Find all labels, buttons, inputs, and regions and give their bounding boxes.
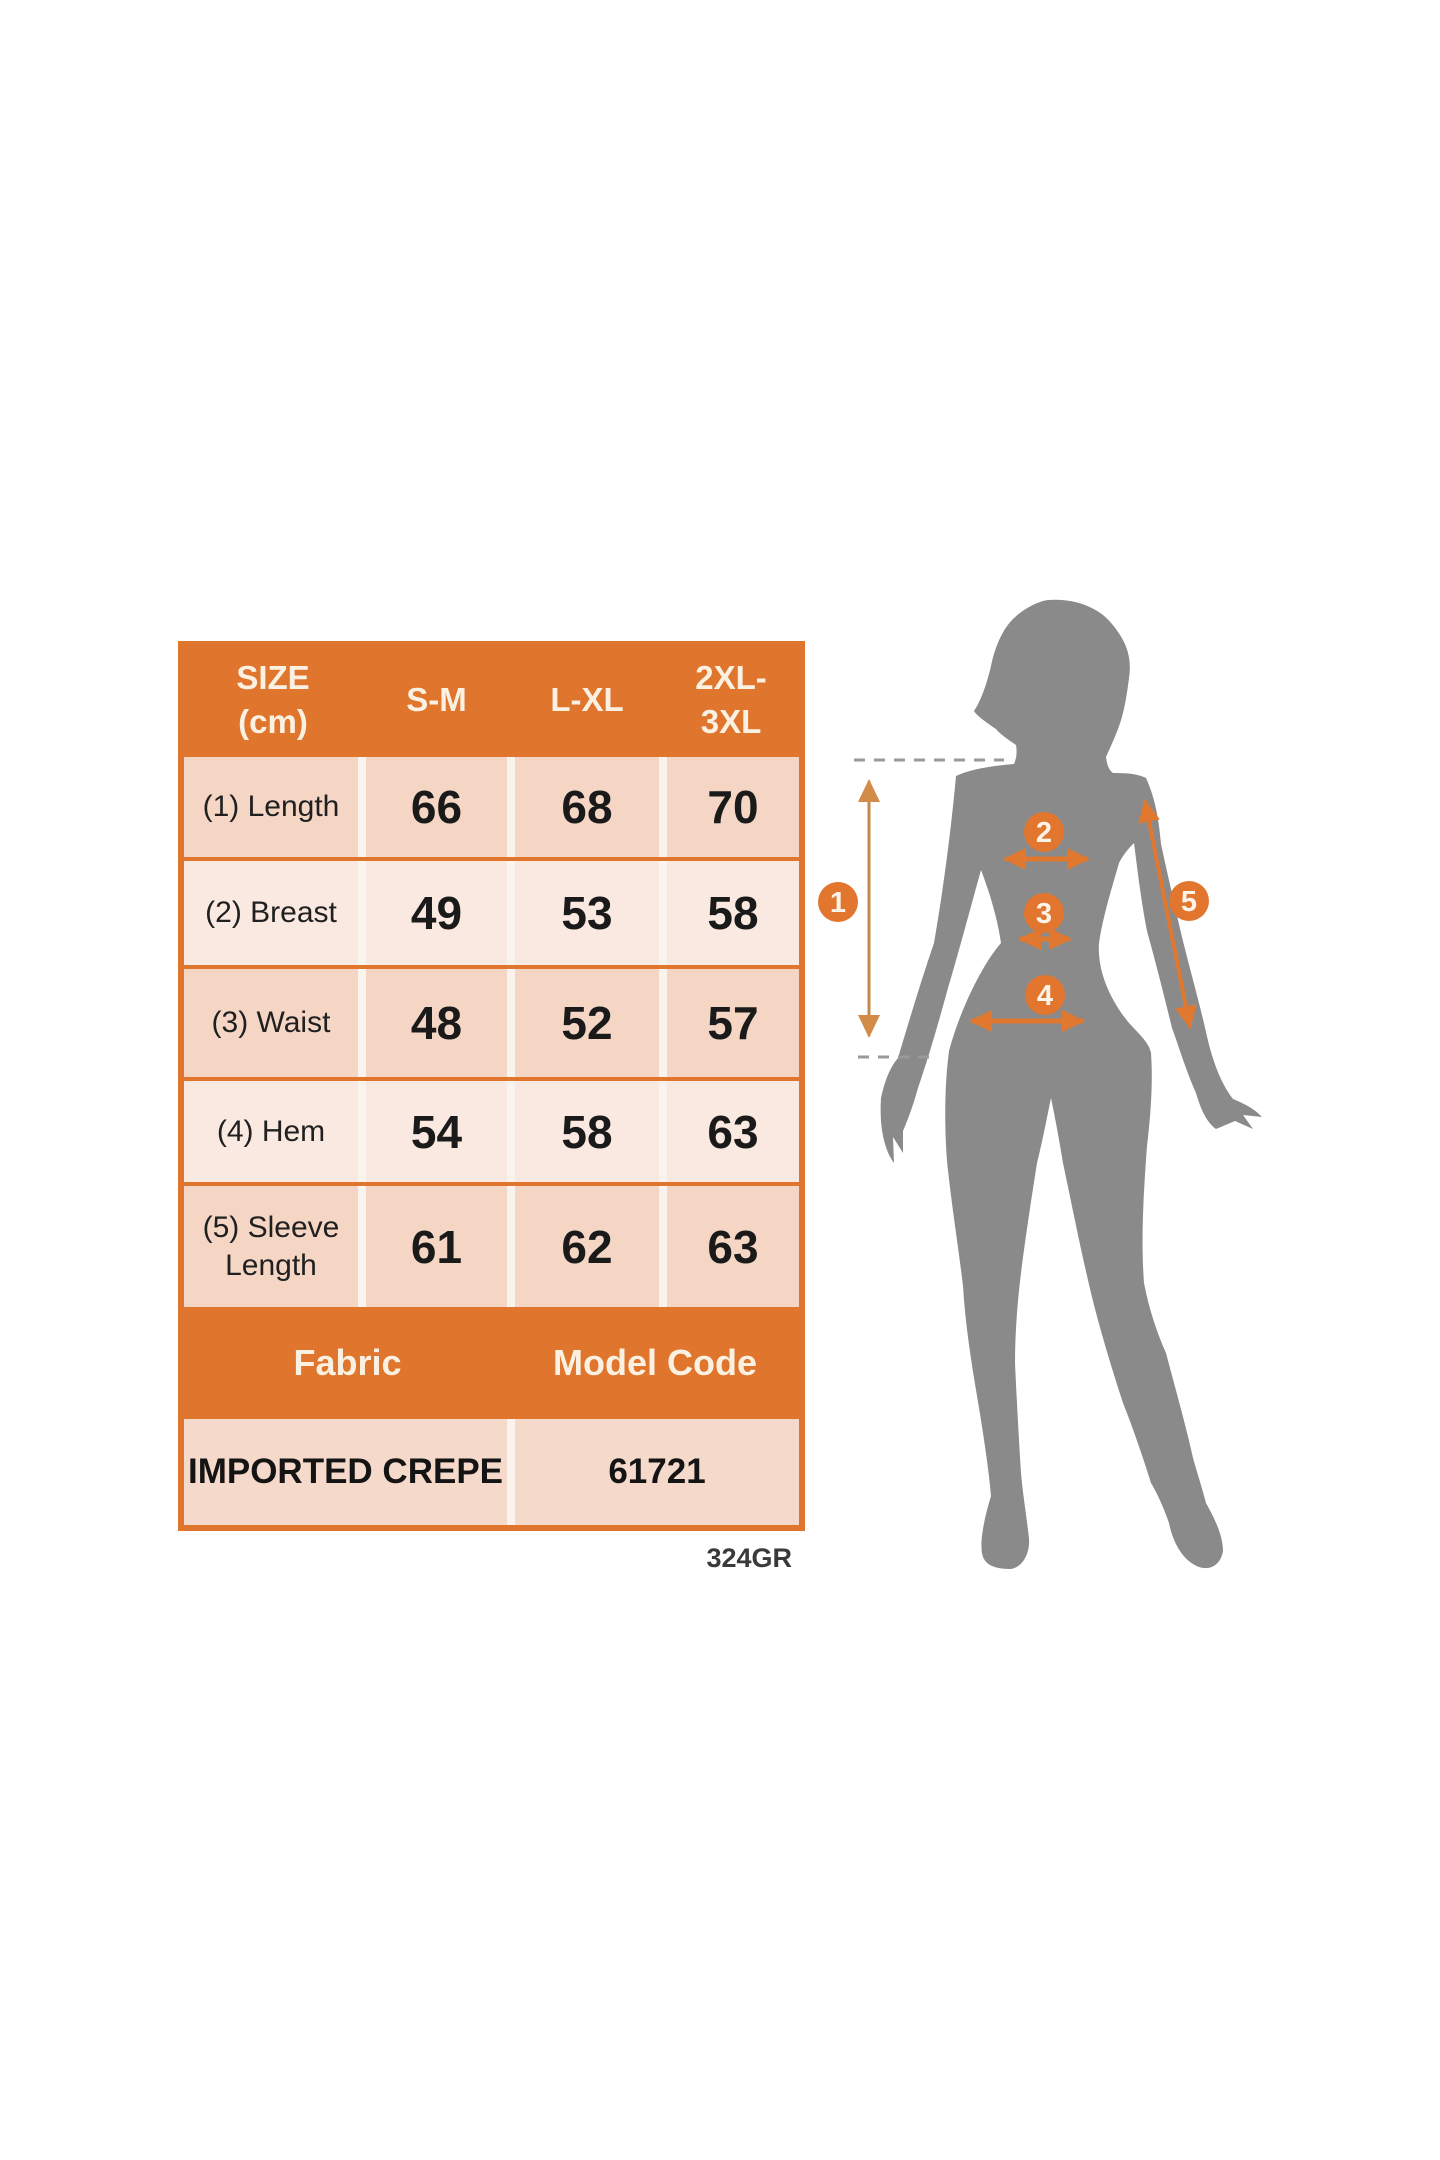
value-breast-s-m: 49 <box>362 861 511 965</box>
value-sleeve-s-m: 61 <box>362 1186 511 1307</box>
value-breast-l-xl: 53 <box>511 861 663 965</box>
column-header-s-m-label: S-M <box>406 681 467 719</box>
column-header-l-xl: L-XL <box>511 647 663 753</box>
measure-badge-5-label: 5 <box>1181 886 1197 918</box>
value-hem-l-xl: 58 <box>511 1081 663 1182</box>
value-sleeve-2xl-3xl: 63 <box>663 1186 799 1307</box>
size-table: SIZE (cm) S-M L-XL 2XL-3XL (1) Length 66… <box>178 641 805 1531</box>
measure-badge-2-label: 2 <box>1036 817 1052 849</box>
value-hem-s-m: 54 <box>362 1081 511 1182</box>
measure-badge-3: 3 <box>1024 893 1064 933</box>
column-header-2xl-3xl-label: 2XL-3XL <box>695 659 767 740</box>
value-length-l-xl: 68 <box>511 757 663 857</box>
column-header-s-m: S-M <box>362 647 511 753</box>
measure-badge-4: 4 <box>1025 975 1065 1015</box>
value-hem-2xl-3xl: 63 <box>663 1081 799 1182</box>
row-label-breast: (2) Breast <box>184 861 362 965</box>
size-unit-header-label: SIZE (cm) <box>236 659 310 740</box>
woman-silhouette <box>880 599 1262 1569</box>
row-label-length: (1) Length <box>184 757 362 857</box>
row-label-sleeve-length: (5) Sleeve Length <box>184 1186 362 1307</box>
value-breast-2xl-3xl: 58 <box>663 861 799 965</box>
fabric-value: IMPORTED CREPE <box>184 1419 511 1525</box>
value-waist-l-xl: 52 <box>511 969 663 1077</box>
size-unit-header: SIZE (cm) <box>184 647 362 753</box>
sleeve-arrow-5 <box>1138 799 1197 1029</box>
model-code-value: 61721 <box>511 1419 799 1525</box>
column-header-l-xl-label: L-XL <box>550 681 624 719</box>
measure-badge-3-label: 3 <box>1036 898 1052 930</box>
value-length-s-m: 66 <box>362 757 511 857</box>
column-header-2xl-3xl: 2XL-3XL <box>663 647 799 753</box>
fabric-header: Fabric <box>184 1311 511 1415</box>
measure-badge-2: 2 <box>1024 812 1064 852</box>
measure-badge-1: 1 <box>818 882 858 922</box>
value-waist-s-m: 48 <box>362 969 511 1077</box>
style-code-note: 324GR <box>706 1543 792 1573</box>
value-sleeve-l-xl: 62 <box>511 1186 663 1307</box>
row-label-hem: (4) Hem <box>184 1081 362 1182</box>
measure-badge-5: 5 <box>1169 881 1209 921</box>
measure-badge-1-label: 1 <box>830 887 846 919</box>
measure-badge-4-label: 4 <box>1037 980 1053 1012</box>
row-label-waist: (3) Waist <box>184 969 362 1077</box>
measurement-figure: 1 2 3 4 5 <box>818 599 1262 1569</box>
model-code-header: Model Code <box>511 1311 799 1415</box>
value-waist-2xl-3xl: 57 <box>663 969 799 1077</box>
value-length-2xl-3xl: 70 <box>663 757 799 857</box>
